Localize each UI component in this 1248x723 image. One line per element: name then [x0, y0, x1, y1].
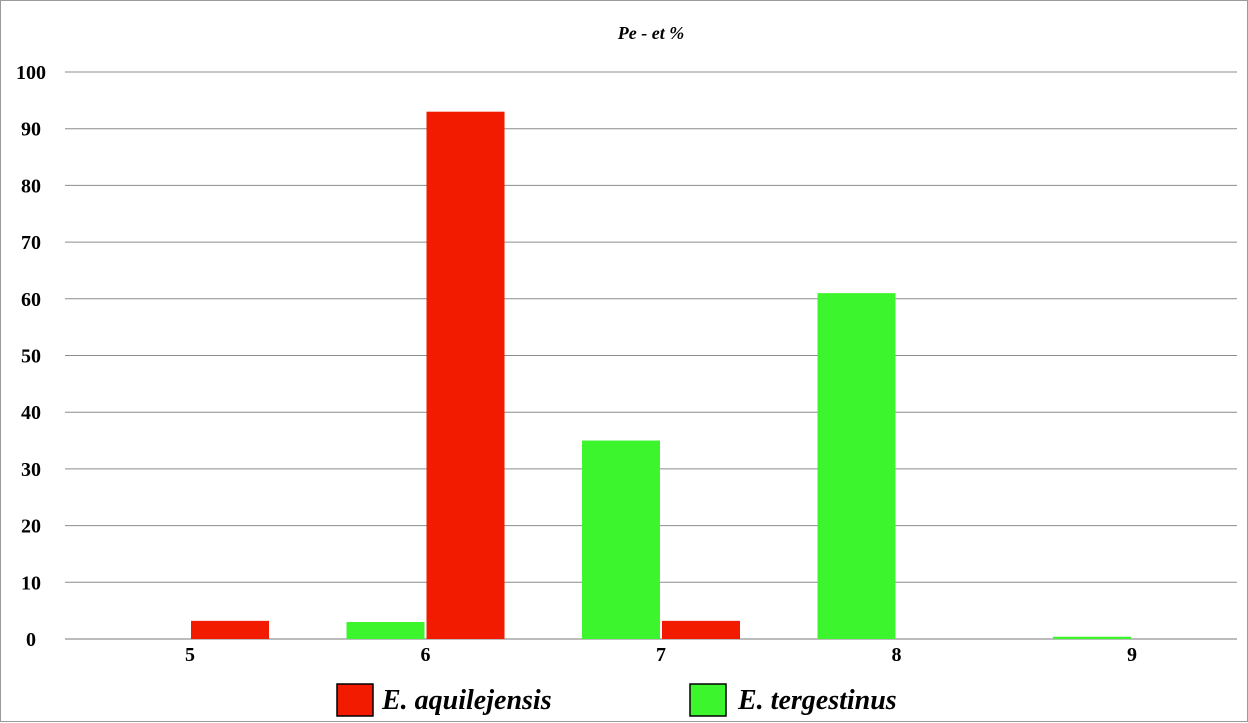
bar-e-tergestinus-8: [817, 293, 896, 639]
x-tick-label: 7: [656, 644, 666, 666]
chart-title: Pe - et %: [617, 23, 684, 43]
y-tick-label: 60: [21, 289, 41, 311]
y-tick-label: 90: [21, 119, 41, 141]
y-tick-label: 50: [21, 346, 41, 368]
bars: [191, 111, 1131, 639]
legend-item: E. tergestinus: [689, 683, 897, 717]
x-tick-label: 5: [185, 644, 195, 666]
legend-label: E. aquilejensis: [381, 685, 552, 716]
y-tick-label: 30: [21, 459, 41, 481]
bar-e-aquilejensis-6: [426, 111, 505, 639]
y-tick-label: 100: [16, 62, 46, 84]
y-tick-label: 80: [21, 175, 41, 197]
y-tick-label: 20: [21, 516, 41, 538]
y-tick-label: 0: [26, 629, 36, 651]
bar-e-aquilejensis-5: [191, 620, 269, 639]
y-axis-ticks: 0 10 20 30 40 50 60 70 80 90 100: [16, 62, 46, 651]
legend-item: E. aquilejensis: [336, 683, 552, 717]
bar-e-aquilejensis-7: [662, 620, 740, 639]
legend: E. aquilejensis E. tergestinus: [336, 683, 897, 717]
gridlines: [65, 71, 1237, 640]
bar-e-tergestinus-7: [582, 440, 660, 639]
y-tick-label: 40: [21, 402, 41, 424]
legend-label: E. tergestinus: [737, 685, 897, 716]
y-tick-label: 70: [21, 232, 41, 254]
x-tick-label: 6: [421, 644, 431, 666]
x-tick-label: 9: [1127, 644, 1137, 666]
bar-e-tergestinus-9: [1053, 636, 1131, 639]
legend-swatch: [336, 683, 374, 717]
legend-swatch: [689, 683, 727, 717]
y-tick-label: 10: [21, 572, 41, 594]
x-tick-label: 8: [892, 644, 902, 666]
bar-e-tergestinus-6: [346, 621, 425, 639]
x-axis-ticks: 5 6 7 8 9: [185, 644, 1137, 666]
